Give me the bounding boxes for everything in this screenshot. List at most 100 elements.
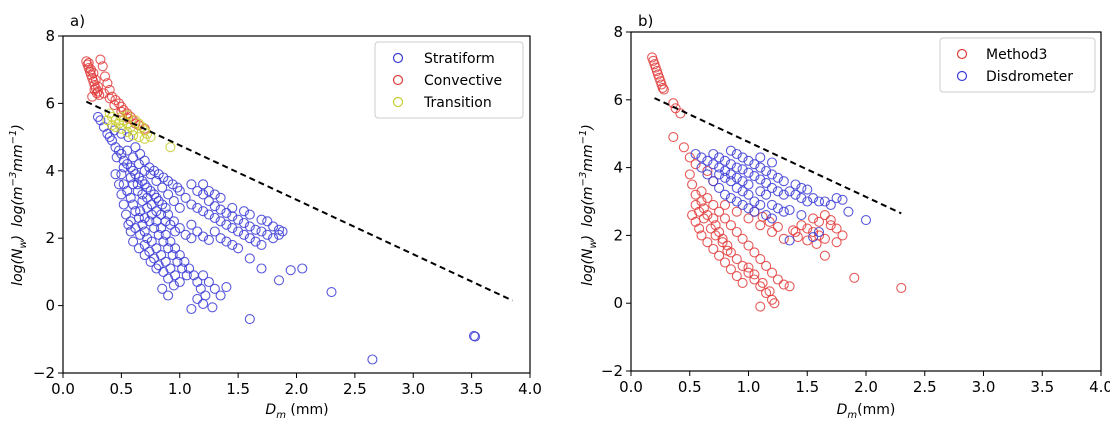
point-stratiform-178 xyxy=(170,270,181,281)
point-method3-59 xyxy=(737,233,748,244)
point-stratiform-195 xyxy=(238,206,250,217)
point-transition-8 xyxy=(128,125,139,136)
point-stratiform-88 xyxy=(250,236,261,247)
y-tick-label: 4 xyxy=(613,159,623,177)
point-method3-91 xyxy=(702,165,713,177)
point-stratiform-93 xyxy=(215,204,226,215)
legend-label-convective: Convective xyxy=(424,73,502,89)
point-disdrometer-39 xyxy=(778,176,789,187)
point-stratiform-167 xyxy=(158,236,169,247)
point-stratiform-166 xyxy=(153,229,164,240)
point-stratiform-45 xyxy=(149,253,160,264)
point-convective-20 xyxy=(118,105,129,116)
point-stratiform-179 xyxy=(174,276,185,288)
point-stratiform-200 xyxy=(273,224,285,235)
point-convective-15 xyxy=(104,84,115,95)
point-method3-83 xyxy=(819,210,830,221)
y-tick-label: 8 xyxy=(45,27,55,45)
point-disdrometer-50 xyxy=(813,196,825,207)
point-convective-26 xyxy=(85,64,97,75)
point-stratiform-49 xyxy=(168,280,179,291)
point-disdrometer-53 xyxy=(831,193,842,204)
point-method3-39 xyxy=(778,279,789,290)
point-disdrometer-23 xyxy=(725,159,736,170)
point-method3-84 xyxy=(825,215,836,226)
point-method3-75 xyxy=(808,226,819,238)
x-tick-label: 3.0 xyxy=(401,380,425,398)
point-stratiform-23 xyxy=(125,192,136,203)
point-convective-17 xyxy=(110,94,121,106)
point-disdrometer-77 xyxy=(784,204,795,216)
panel-b-x-axis-label: Dm(mm) xyxy=(837,402,896,421)
point-stratiform-160 xyxy=(165,219,176,230)
point-method3-62 xyxy=(755,254,766,265)
point-disdrometer-29 xyxy=(761,177,772,188)
point-disdrometer-5 xyxy=(719,165,731,177)
point-method3-77 xyxy=(819,233,830,244)
point-disdrometer-48 xyxy=(802,196,813,207)
point-transition-11 xyxy=(137,121,148,133)
point-stratiform-123 xyxy=(157,283,168,294)
point-method3-45 xyxy=(702,237,713,248)
point-method3-102 xyxy=(764,216,775,227)
point-stratiform-36 xyxy=(157,182,168,193)
panel-b-marks xyxy=(647,52,907,312)
point-stratiform-105 xyxy=(209,226,220,237)
point-disdrometer-4 xyxy=(714,162,725,173)
point-stratiform-8 xyxy=(128,165,139,176)
point-method3-58 xyxy=(731,226,742,238)
point-method3-71 xyxy=(778,233,789,244)
point-disdrometer-44 xyxy=(778,189,789,200)
point-stratiform-60 xyxy=(160,229,171,240)
point-disdrometer-26 xyxy=(743,167,754,178)
point-disdrometer-74 xyxy=(813,226,825,238)
point-stratiform-40 xyxy=(125,216,136,227)
point-method3-99 xyxy=(722,245,733,256)
point-stratiform-10 xyxy=(133,172,144,183)
point-method3-82 xyxy=(813,216,825,227)
point-disdrometer-12 xyxy=(708,176,719,187)
point-stratiform-2 xyxy=(110,142,121,153)
point-stratiform-130 xyxy=(326,287,337,298)
point-stratiform-197 xyxy=(256,214,267,225)
legend-marker-transition xyxy=(392,96,404,108)
point-disdrometer-0 xyxy=(690,148,701,160)
point-method3-52 xyxy=(696,186,707,197)
point-stratiform-137 xyxy=(116,189,127,200)
x-tick-label: 4.0 xyxy=(1089,378,1110,396)
point-stratiform-52 xyxy=(139,250,150,261)
point-disdrometer-61 xyxy=(772,203,783,214)
point-stratiform-19 xyxy=(160,202,171,213)
x-tick-label: 1.0 xyxy=(737,378,761,396)
point-disdrometer-20 xyxy=(708,148,719,160)
point-disdrometer-55 xyxy=(843,206,854,217)
point-method3-34 xyxy=(755,281,766,292)
point-disdrometer-31 xyxy=(731,148,742,160)
point-stratiform-101 xyxy=(262,229,273,240)
point-disdrometer-52 xyxy=(825,199,836,210)
point-method3-38 xyxy=(769,298,780,309)
point-stratiform-100 xyxy=(256,226,267,237)
point-convective-32 xyxy=(109,100,120,111)
point-stratiform-42 xyxy=(135,229,146,240)
point-disdrometer-72 xyxy=(725,176,736,187)
point-disdrometer-57 xyxy=(790,179,801,190)
point-convective-39 xyxy=(87,91,98,102)
point-disdrometer-75 xyxy=(808,232,819,243)
point-method3-40 xyxy=(784,281,795,292)
point-disdrometer-30 xyxy=(725,145,736,156)
point-disdrometer-14 xyxy=(719,189,731,200)
point-disdrometer-9 xyxy=(743,179,754,190)
legend-marker-method3 xyxy=(956,48,968,60)
point-method3-74 xyxy=(802,223,813,234)
panel-b: b) 0.0 0.5 1.0 1.5 2.0 2.5 3.0 3.5 4.0 −2 0 2 4 6 8 D… xyxy=(578,12,1110,421)
legend-marker-disdrometer xyxy=(956,70,968,82)
point-disdrometer-25 xyxy=(737,164,748,175)
point-stratiform-168 xyxy=(163,243,174,254)
point-disdrometer-58 xyxy=(796,182,807,193)
point-method3-67 xyxy=(731,206,742,217)
point-method3-90 xyxy=(896,282,907,293)
x-tick-label: 0.0 xyxy=(51,380,75,398)
point-disdrometer-18 xyxy=(743,203,754,214)
point-stratiform-84 xyxy=(227,223,238,234)
